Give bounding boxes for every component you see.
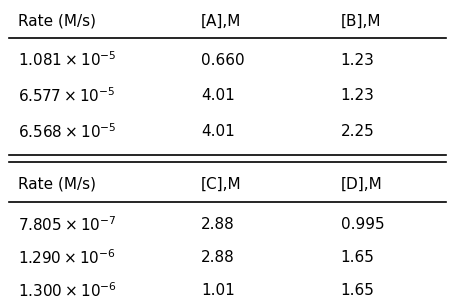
Text: Rate (M/s): Rate (M/s)	[18, 14, 96, 29]
Text: $7.805 \times 10^{-7}$: $7.805 \times 10^{-7}$	[18, 215, 116, 234]
Text: [D],M: [D],M	[341, 177, 382, 192]
Text: 2.25: 2.25	[341, 124, 374, 139]
Text: 4.01: 4.01	[201, 124, 235, 139]
Text: 1.23: 1.23	[341, 52, 374, 68]
Text: Rate (M/s): Rate (M/s)	[18, 177, 96, 192]
Text: 2.88: 2.88	[201, 217, 235, 232]
Text: $1.290 \times 10^{-6}$: $1.290 \times 10^{-6}$	[18, 248, 116, 267]
Text: 1.01: 1.01	[201, 283, 235, 298]
Text: $6.577 \times 10^{-5}$: $6.577 \times 10^{-5}$	[18, 87, 115, 105]
Text: 4.01: 4.01	[201, 88, 235, 104]
Text: 0.995: 0.995	[341, 217, 384, 232]
Text: $6.568 \times 10^{-5}$: $6.568 \times 10^{-5}$	[18, 122, 117, 141]
Text: 1.23: 1.23	[341, 88, 374, 104]
Text: $1.081 \times 10^{-5}$: $1.081 \times 10^{-5}$	[18, 51, 117, 69]
Text: 1.65: 1.65	[341, 250, 374, 265]
Text: [B],M: [B],M	[341, 14, 381, 29]
Text: 2.88: 2.88	[201, 250, 235, 265]
Text: 1.65: 1.65	[341, 283, 374, 298]
Text: $1.300 \times 10^{-6}$: $1.300 \times 10^{-6}$	[18, 281, 117, 300]
Text: [C],M: [C],M	[201, 177, 242, 192]
Text: 0.660: 0.660	[201, 52, 245, 68]
Text: [A],M: [A],M	[201, 14, 242, 29]
